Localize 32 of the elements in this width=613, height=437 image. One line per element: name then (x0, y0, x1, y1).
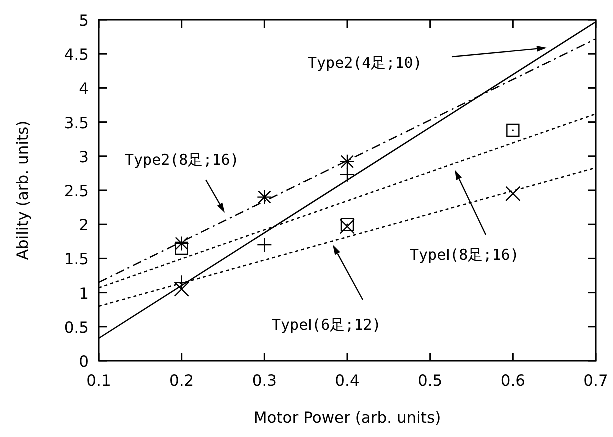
annotation: TypeⅠ(8足;16) (410, 246, 520, 264)
y-tick-label: 0 (79, 353, 89, 371)
annotation: TypeⅠ(6足;12) (272, 316, 382, 334)
y-tick-label: 5 (79, 12, 89, 30)
point (506, 186, 521, 202)
y-tick-label: 3.5 (64, 114, 89, 132)
point (340, 219, 356, 234)
y-axis-title: Ability (arb. units) (14, 120, 32, 260)
point (340, 218, 354, 232)
y-tick-label: 2 (79, 216, 89, 235)
y-tick-label: 1 (79, 284, 89, 303)
x-tick-label: 0.3 (252, 372, 277, 390)
x-tick-label: 0.7 (584, 372, 608, 390)
point (257, 190, 272, 205)
y-tick-label: 2.5 (64, 182, 89, 200)
annotation: Type2(4足;10) (308, 54, 422, 72)
point (506, 124, 520, 138)
x-tick-label: 0.6 (500, 372, 526, 390)
y-tick-label: 3 (79, 148, 89, 166)
y-tick-label: 4.5 (64, 46, 89, 64)
point (174, 236, 190, 252)
x-tick-label: 0.2 (170, 372, 194, 390)
annotation: Type2(8足;16) (125, 151, 240, 169)
y-tick-label: 1.5 (64, 250, 89, 269)
y-tick-label: 0.5 (64, 318, 89, 337)
x-tick-label: 0.4 (335, 372, 360, 390)
x-tick-label: 0.1 (86, 372, 112, 390)
y-tick-label: 4 (79, 80, 89, 98)
x-tick-label: 0.5 (418, 372, 443, 390)
point (340, 154, 356, 170)
point (175, 242, 188, 256)
x-axis-title: Motor Power (arb. units) (254, 409, 442, 427)
